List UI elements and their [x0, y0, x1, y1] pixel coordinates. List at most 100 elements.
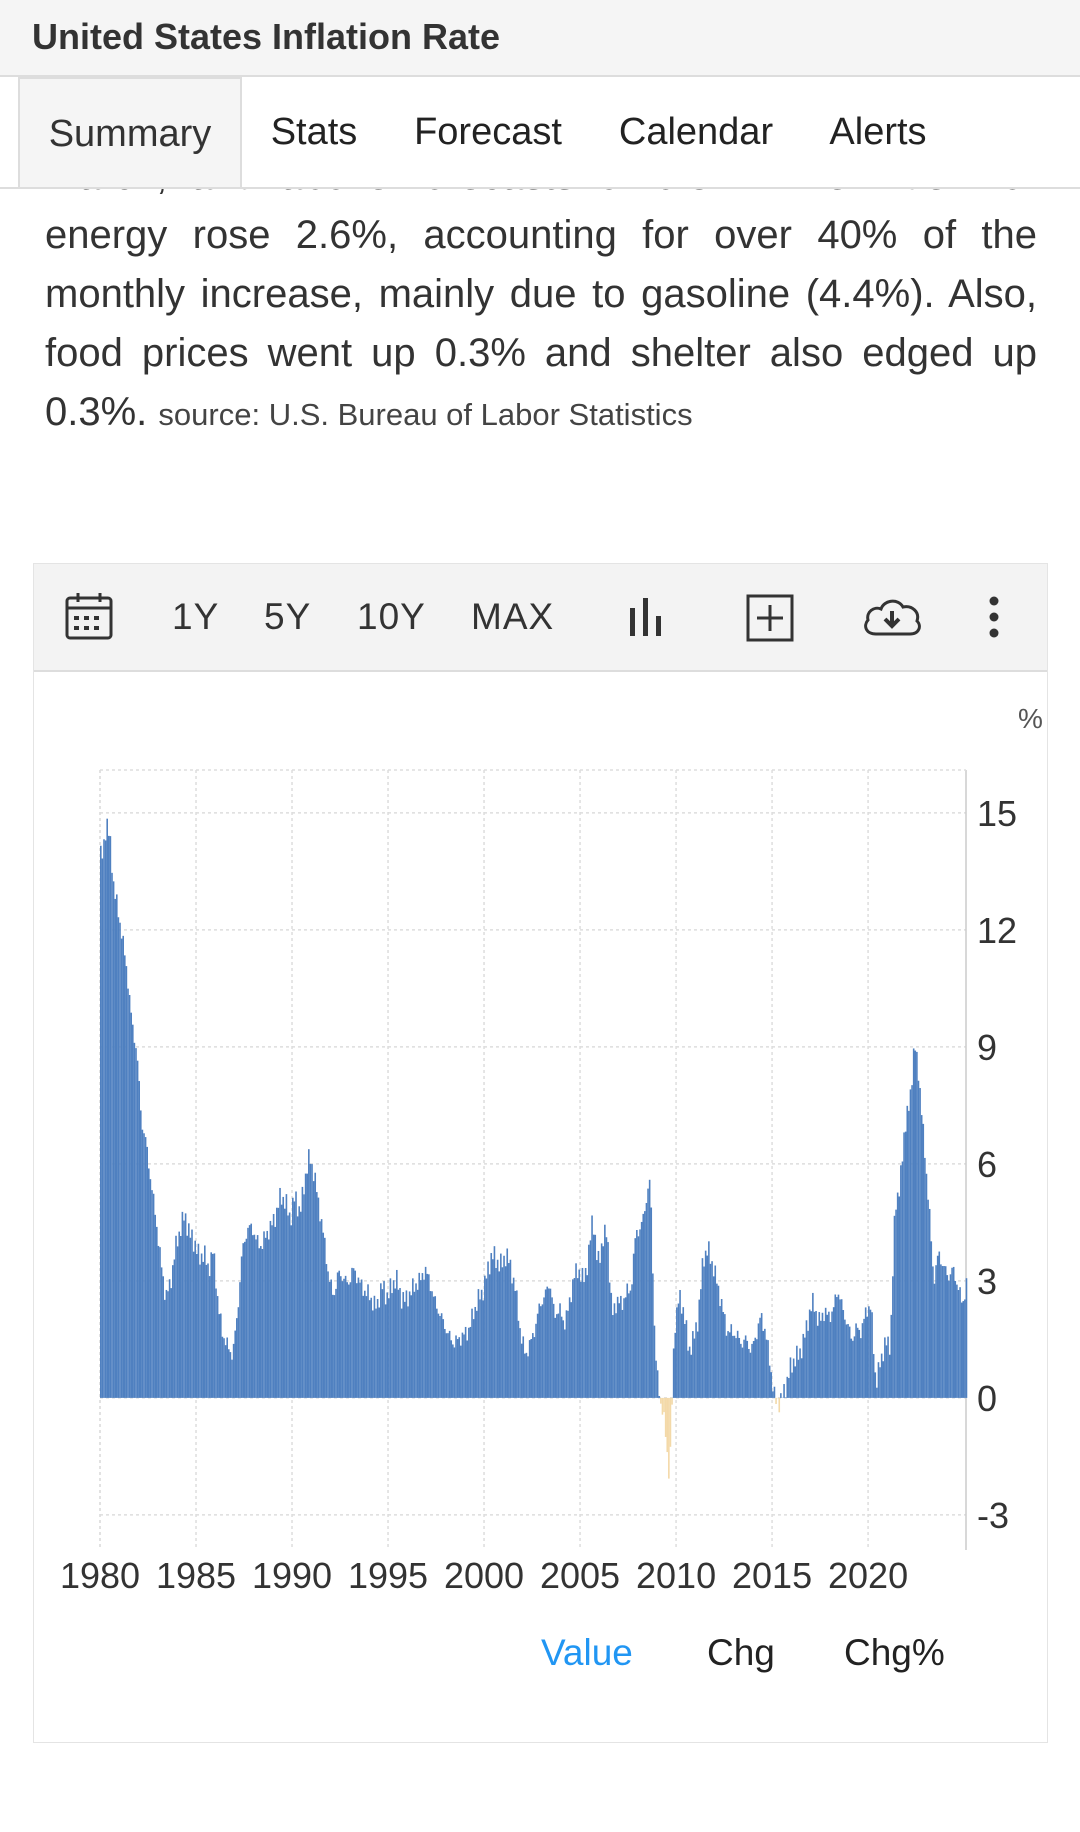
tab-summary[interactable]: Summary: [18, 77, 242, 187]
positive-bar: [688, 1346, 691, 1398]
positive-bar: [631, 1284, 633, 1398]
positive-bar: [154, 1214, 157, 1398]
x-tick-label: 2015: [732, 1555, 812, 1596]
positive-bar: [866, 1316, 869, 1398]
positive-bar: [914, 1050, 917, 1398]
positive-bar: [893, 1215, 896, 1398]
positive-bar: [498, 1271, 501, 1398]
range-max-button[interactable]: MAX: [471, 596, 555, 637]
positive-bar: [791, 1372, 793, 1398]
positive-bar: [514, 1290, 517, 1398]
positive-bar: [180, 1235, 182, 1398]
positive-bar: [357, 1277, 360, 1398]
value-mode-button[interactable]: Value: [541, 1632, 633, 1673]
positive-bar: [647, 1188, 649, 1398]
positive-bar: [381, 1289, 384, 1398]
positive-bar: [576, 1278, 579, 1398]
positive-bar: [568, 1297, 571, 1398]
positive-bar: [783, 1384, 785, 1398]
bar-chart-icon[interactable]: [626, 596, 666, 638]
more-vertical-icon[interactable]: [986, 594, 1002, 640]
positive-bar: [583, 1282, 585, 1398]
positive-bar: [264, 1237, 267, 1398]
positive-bar: [391, 1293, 393, 1398]
positive-bar: [239, 1282, 241, 1398]
positive-bar: [348, 1284, 350, 1398]
cloud-download-icon[interactable]: [860, 594, 924, 642]
positive-bar: [413, 1291, 416, 1398]
positive-bar: [736, 1330, 739, 1398]
range-10y-button[interactable]: 10Y: [357, 596, 426, 637]
positive-bar: [714, 1265, 717, 1398]
positive-bar: [120, 938, 123, 1398]
positive-bar: [164, 1299, 166, 1398]
positive-bar: [162, 1276, 165, 1398]
tab-stats[interactable]: Stats: [270, 111, 358, 153]
positive-bar: [170, 1288, 173, 1398]
positive-bar: [621, 1309, 624, 1398]
positive-bar: [183, 1220, 185, 1398]
positive-bar: [828, 1311, 830, 1398]
positive-bar: [607, 1242, 609, 1398]
positive-bar: [132, 1024, 134, 1398]
positive-bar: [756, 1339, 758, 1398]
positive-bar: [856, 1327, 859, 1398]
positive-bar: [869, 1309, 872, 1398]
positive-bar: [287, 1215, 289, 1398]
positive-bar: [373, 1295, 376, 1398]
positive-bar: [946, 1275, 949, 1398]
positive-bar: [676, 1307, 678, 1398]
positive-bar: [224, 1345, 227, 1398]
range-1y-button[interactable]: 1Y: [172, 596, 220, 637]
positive-bar: [111, 872, 113, 1398]
positive-bar: [740, 1343, 742, 1398]
positive-bar: [930, 1241, 933, 1398]
positive-bar: [282, 1196, 285, 1398]
tab-forecast[interactable]: Forecast: [414, 111, 562, 153]
tab-calendar[interactable]: Calendar: [618, 111, 774, 153]
positive-bar: [378, 1307, 381, 1398]
positive-bar: [439, 1315, 441, 1398]
positive-bar: [844, 1319, 846, 1398]
positive-bar: [108, 835, 110, 1398]
positive-bar: [898, 1196, 901, 1398]
tab-alerts[interactable]: Alerts: [829, 111, 927, 153]
positive-bar: [767, 1340, 769, 1398]
plus-box-icon[interactable]: [746, 594, 794, 642]
positive-bar: [101, 858, 104, 1398]
positive-bar: [672, 1348, 675, 1398]
positive-bar: [528, 1340, 531, 1398]
positive-bar: [733, 1335, 736, 1398]
positive-bar: [428, 1274, 430, 1398]
chg-mode-button[interactable]: Chg: [707, 1632, 775, 1673]
positive-bar: [535, 1323, 537, 1398]
negative-bar: [775, 1397, 777, 1404]
range-5y-button[interactable]: 5Y: [264, 596, 312, 637]
positive-bar: [906, 1105, 909, 1398]
positive-bar: [229, 1352, 232, 1398]
positive-bar: [501, 1267, 504, 1398]
positive-bar: [135, 1048, 137, 1398]
positive-bar: [423, 1279, 425, 1398]
positive-bar: [591, 1215, 593, 1398]
positive-bar: [325, 1264, 328, 1398]
positive-bar: [760, 1313, 763, 1398]
positive-bar: [559, 1303, 561, 1398]
positive-bar: [365, 1296, 368, 1398]
positive-bar: [372, 1310, 374, 1398]
positive-bar: [144, 1137, 147, 1398]
positive-bar: [594, 1234, 597, 1398]
positive-bar: [223, 1338, 225, 1398]
positive-bar: [752, 1341, 755, 1398]
positive-bar: [935, 1265, 937, 1398]
positive-bar: [789, 1357, 792, 1398]
positive-bar: [709, 1263, 712, 1398]
calendar-icon[interactable]: [64, 592, 114, 642]
positive-bar: [703, 1266, 705, 1398]
positive-bar: [511, 1283, 513, 1398]
chart-panel: 1Y 5Y 10Y MAX: [33, 563, 1048, 1743]
positive-bar: [127, 988, 129, 1398]
positive-bar: [700, 1289, 702, 1398]
chg-percent-mode-button[interactable]: Chg%: [844, 1632, 945, 1673]
positive-bar: [680, 1313, 683, 1398]
